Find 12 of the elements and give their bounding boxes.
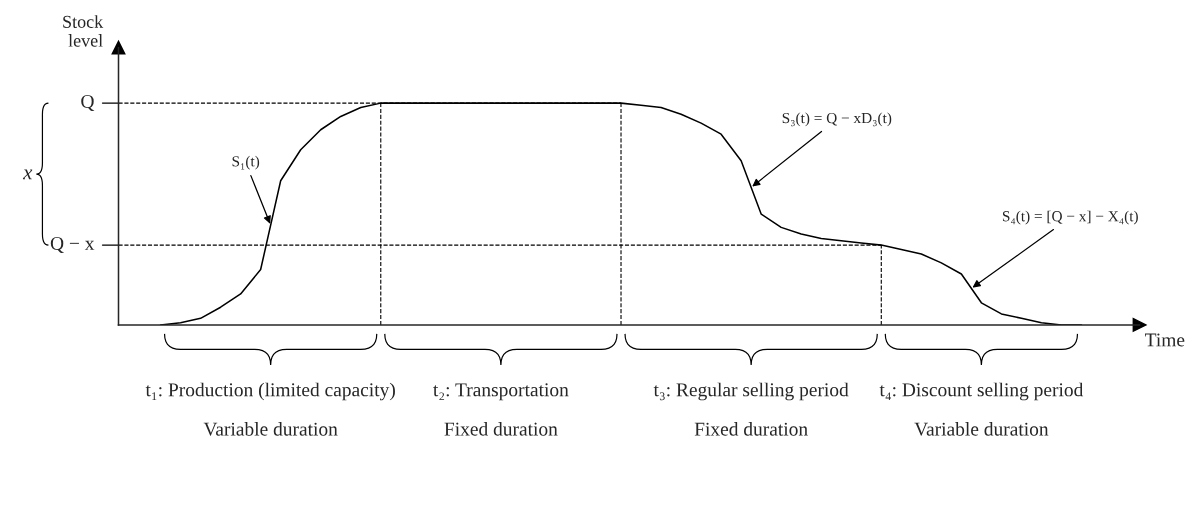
annotation: S₁(t) [232, 155, 260, 170]
text: x [22, 169, 33, 180]
y-axis-title: Stock level [63, 15, 104, 47]
text: t₃: Regular selling period Fixed duration [653, 382, 849, 436]
ref-line-label: Q − x [50, 236, 95, 253]
text: t₁: Production (limited capacity) Variable duration [145, 382, 395, 436]
x-axis-title: Time [1145, 333, 1185, 347]
annotation: S₃(t) = Q − xD₃(t) [782, 112, 892, 127]
text: t₂: Transportation Fixed duration [433, 383, 569, 436]
text: t₄: Discount selling period Variable duration [879, 382, 1084, 436]
annotation: S₄(t) = [Q − x] − X₄(t) [1002, 210, 1138, 225]
ref-line-label: Q [81, 94, 95, 111]
